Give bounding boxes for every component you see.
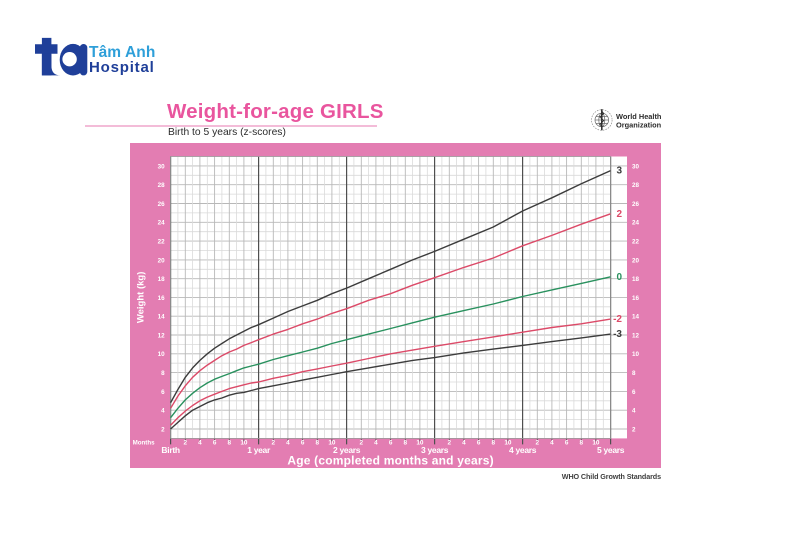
svg-text:6: 6 bbox=[213, 440, 217, 447]
svg-text:2: 2 bbox=[161, 426, 165, 433]
svg-text:10: 10 bbox=[240, 440, 248, 447]
svg-text:24: 24 bbox=[158, 220, 166, 227]
svg-text:8: 8 bbox=[580, 440, 584, 447]
svg-text:18: 18 bbox=[632, 276, 640, 283]
svg-text:4: 4 bbox=[462, 440, 466, 447]
svg-text:2: 2 bbox=[448, 440, 452, 447]
svg-text:4: 4 bbox=[632, 408, 636, 415]
svg-text:10: 10 bbox=[158, 351, 166, 358]
svg-text:World Health: World Health bbox=[616, 112, 662, 121]
svg-text:28: 28 bbox=[632, 182, 640, 189]
svg-text:Months: Months bbox=[133, 440, 156, 447]
svg-text:10: 10 bbox=[592, 440, 600, 447]
svg-text:6: 6 bbox=[477, 440, 481, 447]
svg-text:4: 4 bbox=[286, 440, 290, 447]
svg-text:4: 4 bbox=[161, 408, 165, 415]
svg-text:8: 8 bbox=[161, 370, 165, 377]
svg-text:5 years: 5 years bbox=[597, 445, 625, 455]
svg-text:6: 6 bbox=[389, 440, 393, 447]
svg-text:8: 8 bbox=[228, 440, 232, 447]
svg-text:8: 8 bbox=[404, 440, 408, 447]
svg-text:Age (completed months and year: Age (completed months and years) bbox=[287, 453, 493, 467]
svg-text:14: 14 bbox=[158, 314, 166, 321]
svg-text:22: 22 bbox=[632, 239, 640, 246]
svg-text:1 year: 1 year bbox=[247, 445, 271, 455]
svg-text:2 years: 2 years bbox=[333, 445, 361, 455]
svg-text:26: 26 bbox=[632, 201, 640, 208]
svg-text:16: 16 bbox=[158, 295, 166, 302]
svg-text:30: 30 bbox=[632, 163, 640, 170]
svg-text:3: 3 bbox=[616, 166, 622, 177]
svg-text:8: 8 bbox=[632, 370, 636, 377]
svg-text:12: 12 bbox=[158, 332, 166, 339]
svg-text:20: 20 bbox=[632, 257, 640, 264]
svg-text:2: 2 bbox=[616, 209, 622, 220]
svg-text:6: 6 bbox=[632, 389, 636, 396]
svg-text:6: 6 bbox=[161, 389, 165, 396]
svg-text:28: 28 bbox=[158, 182, 166, 189]
svg-text:20: 20 bbox=[158, 257, 166, 264]
svg-text:26: 26 bbox=[158, 201, 166, 208]
svg-text:0: 0 bbox=[616, 272, 622, 283]
svg-text:4: 4 bbox=[198, 440, 202, 447]
svg-text:2: 2 bbox=[536, 440, 540, 447]
svg-text:6: 6 bbox=[565, 440, 569, 447]
svg-text:2: 2 bbox=[360, 440, 364, 447]
svg-text:14: 14 bbox=[632, 314, 640, 321]
svg-text:-3: -3 bbox=[613, 329, 622, 340]
svg-text:10: 10 bbox=[328, 440, 336, 447]
svg-text:16: 16 bbox=[632, 295, 640, 302]
svg-text:8: 8 bbox=[492, 440, 496, 447]
svg-text:12: 12 bbox=[632, 332, 640, 339]
svg-text:8: 8 bbox=[316, 440, 320, 447]
svg-text:6: 6 bbox=[301, 440, 305, 447]
svg-text:4 years: 4 years bbox=[509, 445, 537, 455]
svg-text:4: 4 bbox=[550, 440, 554, 447]
svg-text:2: 2 bbox=[272, 440, 276, 447]
svg-text:30: 30 bbox=[158, 163, 166, 170]
svg-text:-2: -2 bbox=[613, 314, 622, 325]
svg-text:4: 4 bbox=[374, 440, 378, 447]
svg-text:18: 18 bbox=[158, 276, 166, 283]
svg-text:24: 24 bbox=[632, 220, 640, 227]
svg-text:22: 22 bbox=[158, 239, 166, 246]
svg-text:Organization: Organization bbox=[616, 121, 662, 130]
svg-text:Birth: Birth bbox=[161, 445, 179, 455]
svg-text:10: 10 bbox=[632, 351, 640, 358]
svg-text:2: 2 bbox=[184, 440, 188, 447]
svg-text:10: 10 bbox=[504, 440, 512, 447]
svg-text:2: 2 bbox=[632, 426, 636, 433]
svg-text:10: 10 bbox=[416, 440, 424, 447]
svg-text:3 years: 3 years bbox=[421, 445, 449, 455]
svg-text:Weight (kg): Weight (kg) bbox=[136, 272, 147, 324]
